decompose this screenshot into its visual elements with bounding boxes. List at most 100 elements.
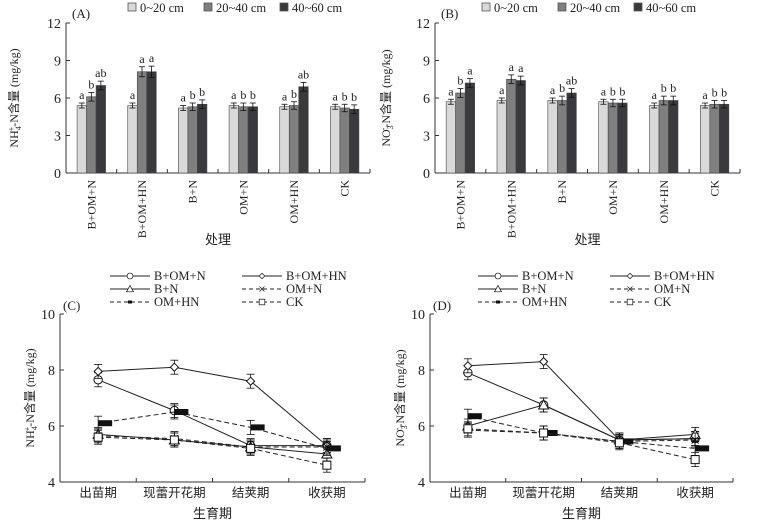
x-marker	[691, 436, 699, 444]
significance-label: a	[448, 84, 454, 98]
legend-label: B+N	[154, 282, 178, 296]
y-tick-label: 3	[54, 130, 61, 145]
panel-label: (C)	[63, 298, 80, 313]
x-tick-label: 出苗期	[79, 486, 117, 500]
y-axis-label-rest: -N含量 (mg/kg)	[392, 349, 407, 427]
legend-label: B+OM+N	[522, 269, 574, 283]
significance-label: b	[457, 74, 463, 88]
y-tick-label: 6	[423, 92, 430, 107]
bar	[349, 108, 360, 174]
panel-label: (A)	[72, 6, 90, 21]
legend-label: CK	[286, 295, 303, 309]
bar	[288, 105, 300, 174]
y-tick-label: 9	[54, 55, 61, 70]
bar	[700, 105, 711, 174]
circle-marker	[494, 272, 502, 280]
significance-label: a	[149, 51, 155, 65]
bar	[197, 103, 208, 174]
filled-rect-marker	[543, 430, 558, 436]
panel-label: (D)	[433, 298, 451, 313]
y-axis-label: NH4+-N含量 (mg/kg)	[22, 348, 39, 447]
filled-rect-marker	[467, 413, 482, 420]
y-tick-label: 10	[411, 308, 425, 323]
x-axis-label: 生育期	[562, 506, 601, 521]
legend-marker	[259, 286, 265, 292]
data-point	[695, 445, 710, 452]
marker-circle	[494, 272, 502, 280]
data-point	[246, 443, 256, 453]
bar	[658, 100, 669, 174]
legend-marker	[493, 284, 503, 293]
bar	[86, 96, 97, 174]
legend-label: B+OM+N	[154, 269, 206, 283]
x-tick-label: CK	[708, 180, 722, 197]
bar	[668, 100, 679, 174]
bar	[330, 106, 341, 174]
x-axis-label: 处理	[574, 232, 600, 247]
bar	[557, 100, 568, 174]
y-axis-label: NO3--N含量 (mg/kg)	[392, 349, 409, 446]
significance-label: b	[721, 86, 727, 100]
bar	[228, 105, 239, 174]
significance-label: a	[130, 88, 136, 102]
series-line-ck	[467, 428, 696, 461]
data-point	[619, 438, 634, 445]
x-marker	[259, 286, 265, 292]
legend-swatch-1	[203, 2, 213, 12]
significance-label: b	[661, 81, 667, 95]
legend-marker	[627, 286, 633, 292]
significance-label: b	[619, 84, 625, 98]
data-point	[169, 362, 180, 372]
y-tick-label: 6	[54, 92, 61, 107]
significance-label: ab	[95, 66, 106, 80]
bar	[464, 82, 475, 174]
x-tick-label: 现蕾开花期	[512, 485, 575, 500]
y-tick-label: 0	[54, 167, 61, 182]
significance-label: a	[467, 64, 473, 78]
series-line-om-hn	[98, 411, 328, 449]
filled-rect-marker	[326, 445, 341, 452]
square-marker	[539, 428, 549, 438]
bar	[649, 105, 660, 174]
y-axis-label-rest: -N含量 (mg/kg)	[22, 348, 37, 426]
y-tick-label: 4	[418, 476, 425, 491]
diamond-marker	[169, 362, 180, 372]
series-line-b-n	[98, 433, 327, 455]
significance-label: a	[79, 88, 85, 102]
series-line-om-n	[98, 435, 327, 448]
significance-label: a	[181, 91, 187, 105]
x-tick-label: OM+N	[236, 180, 250, 215]
bar	[719, 103, 730, 174]
significance-label: b	[88, 77, 94, 91]
bar	[547, 100, 558, 174]
x-marker	[627, 286, 633, 292]
square-marker	[463, 424, 473, 434]
x-tick-label: B+OM+N	[84, 180, 98, 230]
diamond-marker	[626, 272, 634, 280]
data-point	[543, 430, 558, 436]
bar	[506, 78, 517, 174]
square-marker	[690, 455, 700, 465]
y-tick-label: 3	[423, 130, 430, 145]
legend-marker	[494, 272, 502, 280]
square-marker	[614, 438, 624, 448]
chart-panel-a: 0 3 6 9 12 (A) NH4+-N含量 (mg/kg) 处理 0~20 cm 20~40 …	[6, 1, 371, 247]
series-line-b-om-hn	[98, 366, 328, 446]
x-tick-label: B+OM+N	[453, 180, 467, 230]
bar	[496, 100, 507, 174]
marker-triangle	[125, 284, 135, 293]
x-axis-label: 处理	[205, 232, 231, 247]
circle-marker	[126, 272, 134, 280]
bar	[178, 107, 189, 174]
bar	[617, 102, 628, 174]
legend-label: OM+HN	[522, 295, 567, 309]
square-marker	[626, 298, 634, 306]
significance-label: a	[139, 52, 145, 66]
series-line-om-hn	[467, 415, 696, 449]
legend-label: B+OM+HN	[654, 269, 715, 283]
data-point	[245, 376, 256, 386]
bar	[187, 106, 198, 174]
data-point	[537, 398, 550, 410]
data-point	[614, 438, 624, 448]
